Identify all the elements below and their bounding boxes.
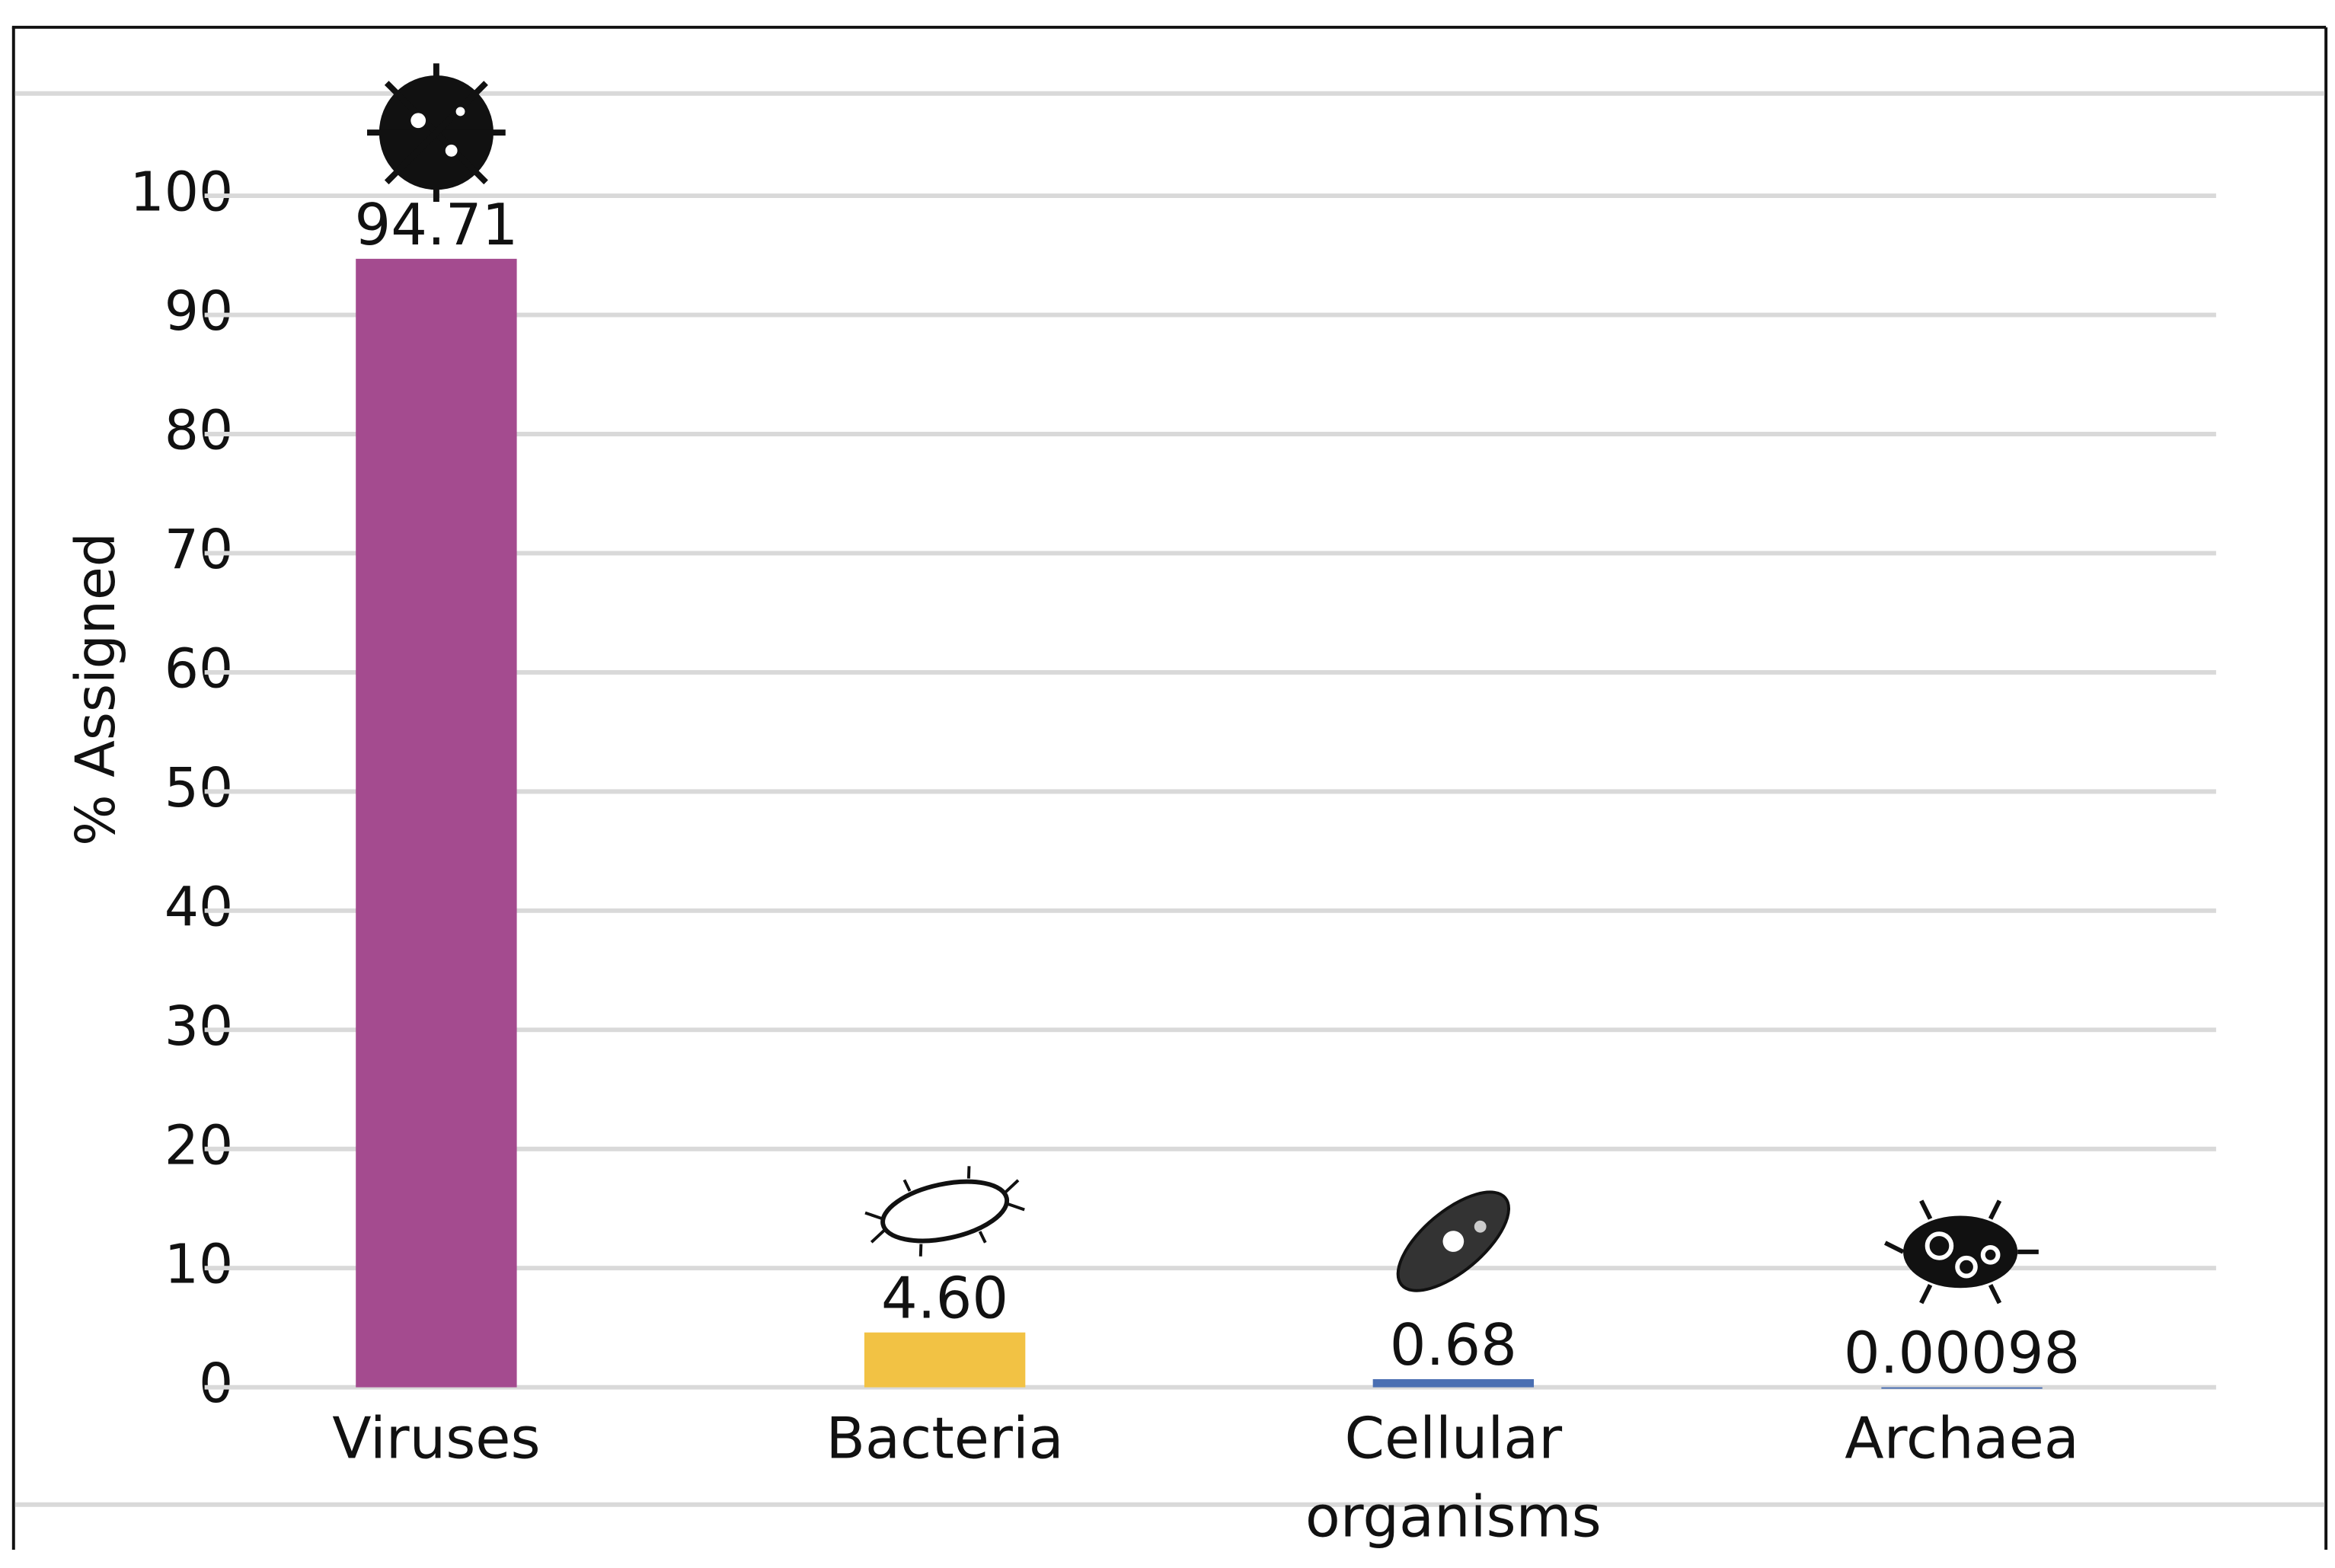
y-tick-label: 50	[165, 756, 233, 819]
x-tick-label-box: Cellular organisms	[1305, 1405, 1602, 1550]
bar	[864, 1332, 1026, 1388]
y-tick-label: 30	[165, 995, 233, 1058]
x-tick-label-box: Archaea	[1845, 1405, 2079, 1472]
y-tick-label: 80	[165, 399, 233, 462]
y-axis-label: % Assigned	[64, 532, 127, 846]
marks: 94.71 Viruses 4.60 Bacteria 0.68 Cellular org…	[332, 191, 2080, 1550]
y-tick-label: 100	[129, 161, 233, 224]
x-tick-label: Viruses	[332, 1405, 541, 1472]
bar	[1372, 1379, 1535, 1388]
y-tick-label: 70	[165, 518, 233, 581]
y-tick-label: 0	[199, 1352, 233, 1415]
value-label: 4.60	[881, 1265, 1008, 1332]
x-tick-label: Cellular organisms	[1305, 1405, 1602, 1550]
bar	[356, 258, 517, 1388]
archaea-icon	[1883, 1199, 2039, 1305]
virus-icon	[367, 63, 506, 202]
bar	[1881, 1387, 2043, 1389]
y-tick-label: 40	[165, 875, 233, 938]
bacteria-icon	[864, 1166, 1025, 1257]
y-tick-label: 90	[165, 279, 233, 343]
x-tick-label: Bacteria	[826, 1405, 1064, 1472]
value-label: 0.68	[1390, 1311, 1517, 1378]
x-tick-label-box: Bacteria	[826, 1405, 1064, 1472]
y-tick-label: 60	[165, 637, 233, 700]
x-tick-label-box: Viruses	[332, 1405, 541, 1472]
value-label: 94.71	[354, 191, 518, 258]
cell-icon	[1396, 1190, 1511, 1292]
value-label: 0.00098	[1844, 1320, 2080, 1387]
y-tick-label: 10	[165, 1233, 233, 1296]
grid: 0 10 20 30 40 50 60 70 80 90 100	[129, 161, 2216, 1415]
y-tick-label: 20	[165, 1113, 233, 1177]
x-tick-label: Archaea	[1845, 1405, 2079, 1472]
